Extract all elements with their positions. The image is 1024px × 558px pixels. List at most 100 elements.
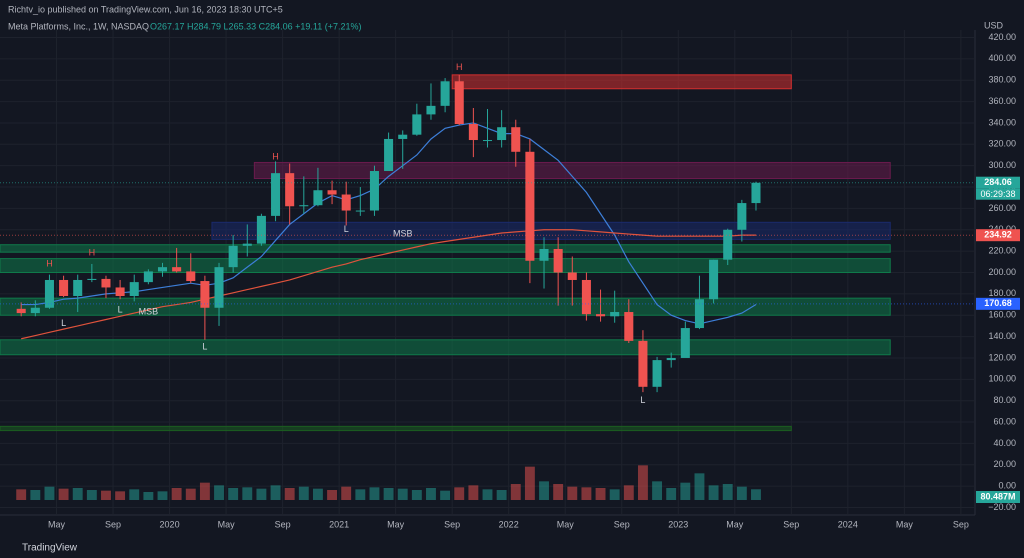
volume-bar <box>341 486 352 500</box>
y-tick-label: 320.00 <box>988 139 1016 149</box>
y-tick-label: 60.00 <box>993 416 1016 426</box>
volume-bar <box>101 490 111 500</box>
y-tick-label: 200.00 <box>988 267 1016 277</box>
volume-bar <box>397 488 408 500</box>
price-tag-label: 284.06 <box>984 177 1012 187</box>
y-tick-label: 300.00 <box>988 160 1016 170</box>
volume-bar <box>666 488 677 500</box>
volume-bar <box>256 488 267 500</box>
volume-bar <box>708 485 719 500</box>
volume-bar <box>539 481 549 500</box>
volume-tag <box>976 491 1020 503</box>
volume-bar <box>369 487 380 500</box>
volume-bar <box>383 488 394 500</box>
x-tick-label: Sep <box>275 519 291 529</box>
candle-body <box>129 282 139 297</box>
candle-body <box>200 281 210 308</box>
y-tick-label: 400.00 <box>988 53 1016 63</box>
candle-body <box>539 248 549 261</box>
annotation: H <box>272 152 279 162</box>
candle-body <box>694 299 704 329</box>
volume-bar <box>623 485 634 500</box>
y-tick-label: 260.00 <box>988 203 1016 213</box>
volume-bar <box>680 482 691 500</box>
candle-body <box>454 81 464 125</box>
volume-bar <box>440 490 451 500</box>
annotation: H <box>89 248 96 258</box>
y-tick-label: 0.00 <box>998 481 1016 491</box>
y-tick-label: 180.00 <box>988 288 1016 298</box>
moving-average <box>21 122 757 325</box>
candle-body <box>384 138 394 172</box>
x-tick-label: 2021 <box>329 519 349 529</box>
candle-body <box>440 81 450 106</box>
volume-bar <box>214 485 224 500</box>
volume-bar <box>355 489 366 500</box>
volume-bar <box>652 481 663 500</box>
volume-bar <box>157 491 168 500</box>
volume-bar <box>270 485 281 500</box>
volume-bar <box>581 487 592 500</box>
candle-body <box>723 229 733 260</box>
zone <box>253 161 891 179</box>
candle-body <box>553 248 563 273</box>
x-tick-label: May <box>218 519 236 529</box>
candle-body <box>638 340 648 387</box>
symbol: Meta Platforms, Inc., 1W, NASDAQ <box>8 21 149 31</box>
candle-body <box>412 114 422 135</box>
volume-bar <box>468 485 479 500</box>
candle-body <box>482 140 493 142</box>
price-tag <box>976 297 1020 310</box>
volume-bar <box>44 486 55 500</box>
zone <box>451 74 792 90</box>
volume-bar <box>426 488 436 500</box>
candle-body <box>214 267 224 308</box>
volume-bar <box>736 486 747 500</box>
volume-bar <box>199 482 210 500</box>
candle-body <box>737 203 747 230</box>
candle-body <box>242 243 252 246</box>
y-tick-label: 220.00 <box>988 246 1016 256</box>
x-tick-label: 2020 <box>160 519 180 529</box>
x-tick-label: May <box>557 519 575 529</box>
y-tick-label: 120.00 <box>988 352 1016 362</box>
price-tag <box>976 176 1020 189</box>
volume-bar <box>751 489 761 500</box>
candle-body <box>596 314 606 317</box>
annotation: MSB <box>139 306 159 316</box>
candle-body <box>143 271 153 283</box>
volume-bar <box>72 488 83 500</box>
candle-body <box>285 173 295 207</box>
x-tick-label: Sep <box>105 519 121 529</box>
y-tick-label: 20.00 <box>993 459 1016 469</box>
volume-bar <box>567 486 578 500</box>
candle-body <box>511 127 521 152</box>
price-tag-label: 170.68 <box>984 298 1012 308</box>
x-tick-label: Sep <box>783 519 799 529</box>
volume-bar <box>242 487 253 500</box>
volume-bar <box>58 488 69 500</box>
candle-body <box>172 267 182 272</box>
x-tick-label: May <box>726 519 744 529</box>
candle-body <box>101 278 111 288</box>
annotation: MSB <box>393 228 413 238</box>
y-tick-label: 160.00 <box>988 310 1016 320</box>
volume-bar <box>16 489 27 500</box>
candle-body <box>355 210 365 212</box>
volume-bar <box>185 488 196 500</box>
candle-body <box>87 278 97 280</box>
candle-body <box>652 360 662 387</box>
candle-body <box>497 127 507 141</box>
x-tick-label: May <box>387 519 405 529</box>
volume-bar <box>496 490 507 500</box>
candle-body <box>44 279 54 308</box>
annotation: H <box>46 258 53 268</box>
volume-bar <box>694 473 705 500</box>
volume-bar <box>284 488 295 500</box>
candle-body <box>115 287 125 297</box>
volume-bar <box>312 488 323 500</box>
publisher: Richtv_io published on TradingView.com, … <box>8 4 283 14</box>
candle-body <box>271 173 281 216</box>
volume-bar <box>327 490 338 500</box>
